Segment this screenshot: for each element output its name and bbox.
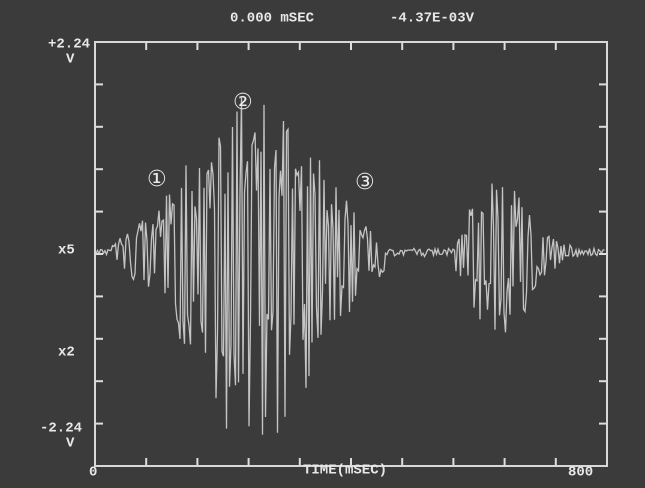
header-time: 0.000 mSEC: [230, 11, 315, 27]
top-value: +2.24: [48, 37, 90, 53]
top-unit: V: [66, 52, 75, 68]
oscilloscope-screen: 0.000 mSEC -4.37E-03V +2.24 V x5 x2 -2.2…: [0, 0, 645, 488]
marker: ②: [233, 90, 253, 115]
bottom-unit: V: [66, 436, 75, 452]
header-voltage: -4.37E-03V: [390, 11, 475, 27]
zero-label: x5: [58, 243, 75, 259]
marker: ③: [355, 170, 375, 195]
marker: ①: [147, 167, 167, 192]
bottom-value: -2.24: [40, 421, 82, 437]
gain-label: x2: [58, 345, 75, 361]
x-end: 800: [568, 465, 593, 481]
x-start: 0: [89, 465, 97, 481]
x-label: TIME(mSEC): [303, 463, 387, 479]
